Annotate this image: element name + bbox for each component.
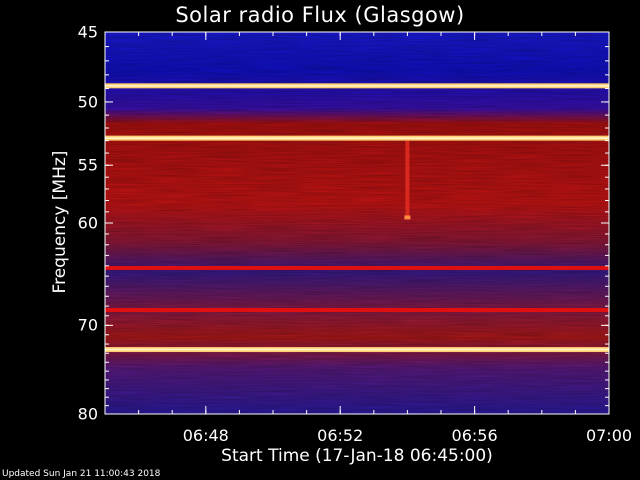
y-tick-label: 50 [77, 92, 98, 112]
y-tick-label: 60 [77, 213, 98, 233]
y-tick-label: 55 [77, 155, 98, 175]
interference-band-core [105, 85, 609, 87]
y-tick-label: 70 [77, 315, 98, 335]
interference-band [105, 307, 609, 312]
interference-band-core [105, 137, 609, 139]
interference-band [105, 265, 609, 270]
x-tick-label: 06:52 [317, 426, 364, 445]
burst-line [405, 140, 410, 218]
spectrogram-texture [105, 32, 609, 414]
updated-timestamp: Updated Sun Jan 21 11:00:43 2018 [2, 469, 161, 479]
x-tick-label: 06:48 [182, 426, 229, 445]
axis-ticks [105, 31, 610, 415]
y-tick-label: 80 [77, 404, 98, 424]
burst-spot [404, 215, 411, 220]
y-axis-label: Frequency [MHz] [50, 150, 70, 294]
interference-band-core [105, 348, 609, 351]
y-tick-label: 45 [77, 22, 98, 42]
chart-title: Solar radio Flux (Glasgow) [175, 3, 465, 27]
x-tick-label: 06:56 [451, 426, 498, 445]
interference-bands [105, 83, 609, 353]
x-tick-label: 07:00 [585, 426, 633, 445]
x-axis-label: Start Time (17-Jan-18 06:45:00) [221, 446, 493, 466]
spectrogram-image [105, 32, 609, 414]
burst-feature [404, 140, 411, 220]
